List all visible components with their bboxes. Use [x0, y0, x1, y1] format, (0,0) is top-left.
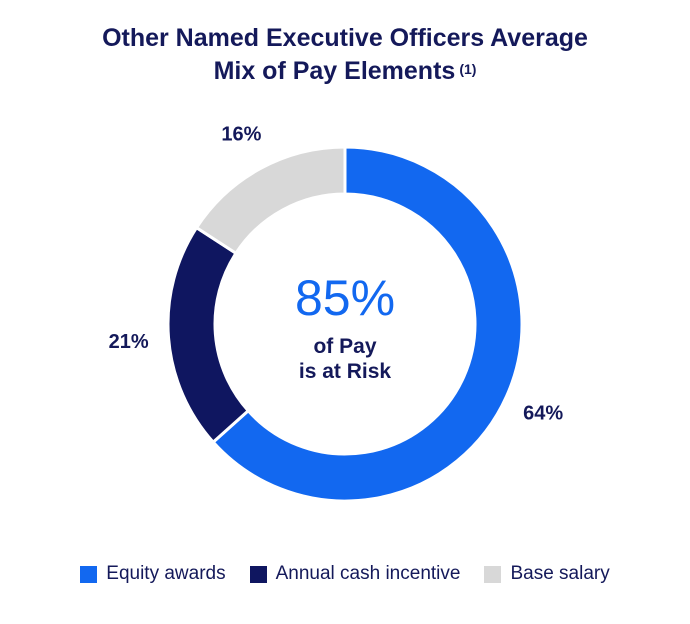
- legend-item-cash: Annual cash incentive: [249, 563, 461, 585]
- center-text-line2: is at Risk: [299, 360, 392, 383]
- legend-label-base: Base salary: [510, 563, 610, 584]
- legend-label-cash: Annual cash incentive: [275, 563, 461, 584]
- legend-label-equity: Equity awards: [106, 563, 226, 584]
- slice-label-base-salary: 16%: [221, 123, 261, 145]
- center-text-line1: of Pay: [313, 335, 376, 358]
- slice-label-annual-cash-incentive: 21%: [109, 331, 149, 353]
- title-footnote: (1): [459, 61, 477, 77]
- chart-title-line1: Other Named Executive Officers Average: [102, 24, 588, 52]
- legend-swatch-equity: [80, 565, 98, 583]
- donut-slice-equity-awards: [211, 145, 524, 503]
- chart-title-line2: Mix of Pay Elements (1): [0, 55, 690, 88]
- legend-swatch-base: [484, 565, 502, 583]
- chart-title: Other Named Executive Officers Average M…: [0, 22, 690, 88]
- legend-swatch-cash: [249, 565, 267, 583]
- chart-title-line2-text: Mix of Pay Elements: [213, 57, 456, 85]
- slice-label-equity-awards: 64%: [523, 402, 563, 424]
- slice-labels: 64% 21% 16%: [109, 123, 564, 424]
- donut-slice-base-salary: [194, 145, 347, 256]
- donut-slices: [166, 145, 524, 503]
- center-percent: 85%: [295, 270, 395, 326]
- legend-item-equity: Equity awards: [80, 563, 226, 585]
- legend-item-base: Base salary: [484, 563, 610, 585]
- donut-slice-annual-cash-incentive: [166, 225, 251, 445]
- legend: Equity awards Annual cash incentive Base…: [0, 563, 690, 585]
